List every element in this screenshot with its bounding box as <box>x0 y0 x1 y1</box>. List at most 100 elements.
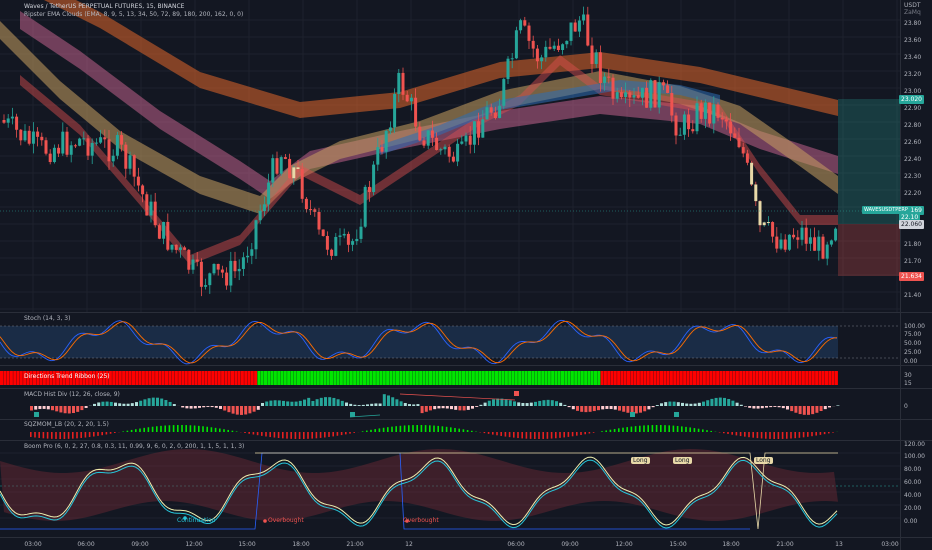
sqz-bar <box>84 432 87 438</box>
ribbon-bar <box>650 371 654 385</box>
macd-bar <box>571 406 575 410</box>
sqz-bar <box>151 426 154 432</box>
ribbon-bar <box>363 371 366 385</box>
sqz-bar <box>832 432 834 433</box>
ribbon-bar <box>240 371 244 385</box>
divergence-line <box>399 393 516 401</box>
macd-bar <box>651 406 655 408</box>
time-tick: 12:00 <box>185 541 203 548</box>
ribbon-bar <box>567 371 571 385</box>
macd-bar <box>416 404 420 406</box>
macd-bar <box>752 406 756 409</box>
macd-bar <box>786 406 789 410</box>
candle-body <box>523 20 527 26</box>
candle-body <box>834 228 838 241</box>
candle-body <box>136 176 140 186</box>
ribbon-bar <box>191 371 195 385</box>
candle-body <box>682 114 686 135</box>
trend-ribbon-pane[interactable] <box>0 366 900 388</box>
macd-title: MACD Hist Div (12, 26, close, 9) <box>24 391 120 398</box>
sqz-bar <box>72 432 74 439</box>
candle-body <box>582 14 586 21</box>
ribbon-bar <box>676 371 680 385</box>
ribbon-bar <box>792 371 795 385</box>
macd-bar <box>639 406 642 413</box>
sqz-bar <box>634 426 637 432</box>
sqz-bar <box>676 425 679 432</box>
sqz-bar <box>164 425 166 432</box>
boom-pro-chart[interactable] <box>0 441 900 537</box>
bearish-div-marker <box>514 391 519 396</box>
signal-line <box>255 452 838 530</box>
ribbon-bar <box>306 371 310 385</box>
price-chart[interactable] <box>0 0 900 312</box>
price-chart-pane[interactable] <box>0 0 900 312</box>
candle-body <box>821 236 825 259</box>
ribbon-bar <box>158 371 162 385</box>
ribbon-bar <box>19 371 23 385</box>
macd-bar <box>748 406 752 408</box>
sqz-bar <box>643 425 645 432</box>
ribbon-bar <box>590 371 594 385</box>
macd-bar <box>273 400 277 406</box>
price-axis[interactable]: USDT ZaMq 23.80 23.60 23.40 23.20 23.00 22.90… <box>899 0 932 550</box>
candle-body <box>531 40 535 49</box>
candle-body <box>615 92 619 99</box>
sqz-bar <box>681 426 683 432</box>
sqz-bar <box>374 429 376 432</box>
macd-bar <box>483 402 487 406</box>
stoch-pane[interactable] <box>0 313 900 365</box>
macd-bar <box>408 404 411 406</box>
candle-body <box>254 220 258 250</box>
ribbon-bar <box>415 371 419 385</box>
time-tick: 09:00 <box>561 541 579 548</box>
ribbon-bar <box>174 371 178 385</box>
time-axis[interactable]: 03:00 06:00 09:00 12:00 15:00 18:00 21:00 12 06:… <box>0 538 932 550</box>
sqz-bar <box>790 432 792 439</box>
macd-bar <box>424 406 428 412</box>
ribbon-bar <box>386 371 390 385</box>
candle-body <box>813 237 817 251</box>
sqz-bar <box>576 432 578 436</box>
sqz-bar <box>38 432 40 438</box>
ribbon-bar <box>752 371 756 385</box>
sqz-bar <box>744 432 746 437</box>
sqz-bar <box>605 430 607 432</box>
candle-body <box>388 127 392 131</box>
ribbon-bar <box>683 371 687 385</box>
sqz-bar <box>63 432 66 439</box>
ribbon-bar <box>323 371 327 385</box>
ribbon-bar <box>722 371 726 385</box>
sqz-bar <box>34 432 36 438</box>
macd-chart[interactable] <box>0 389 900 419</box>
candle-body <box>313 209 317 212</box>
sqzmom-chart[interactable] <box>0 420 900 440</box>
macd-bar <box>290 401 294 406</box>
ribbon-bar <box>333 371 337 385</box>
sqz-bar <box>286 432 288 439</box>
stoch-chart[interactable] <box>0 313 900 365</box>
ribbon-bar <box>201 371 205 385</box>
macd-bar <box>664 402 668 406</box>
candle-body <box>107 139 111 162</box>
boom-pro-pane[interactable] <box>0 441 900 537</box>
candle-body <box>174 244 178 250</box>
sqz-bar <box>706 430 708 432</box>
macd-bar <box>647 406 651 410</box>
macd-bar <box>836 405 840 406</box>
candle-body <box>653 80 657 108</box>
long-tag-3: Long <box>754 457 773 464</box>
ribbon-bar <box>293 371 297 385</box>
sqz-bar <box>135 429 137 432</box>
ema-cloud-pink <box>20 11 838 199</box>
sqzmom-pane[interactable] <box>0 420 900 440</box>
ribbon-bar <box>749 371 753 385</box>
macd-bar <box>828 406 831 408</box>
ribbon-bar <box>422 371 426 385</box>
macd-pane[interactable] <box>0 389 900 419</box>
macd-bar <box>181 406 185 408</box>
trend-ribbon-chart[interactable] <box>0 366 900 388</box>
candle-body <box>292 167 296 179</box>
macd-bar <box>706 400 710 406</box>
sqz-bar <box>290 432 292 439</box>
